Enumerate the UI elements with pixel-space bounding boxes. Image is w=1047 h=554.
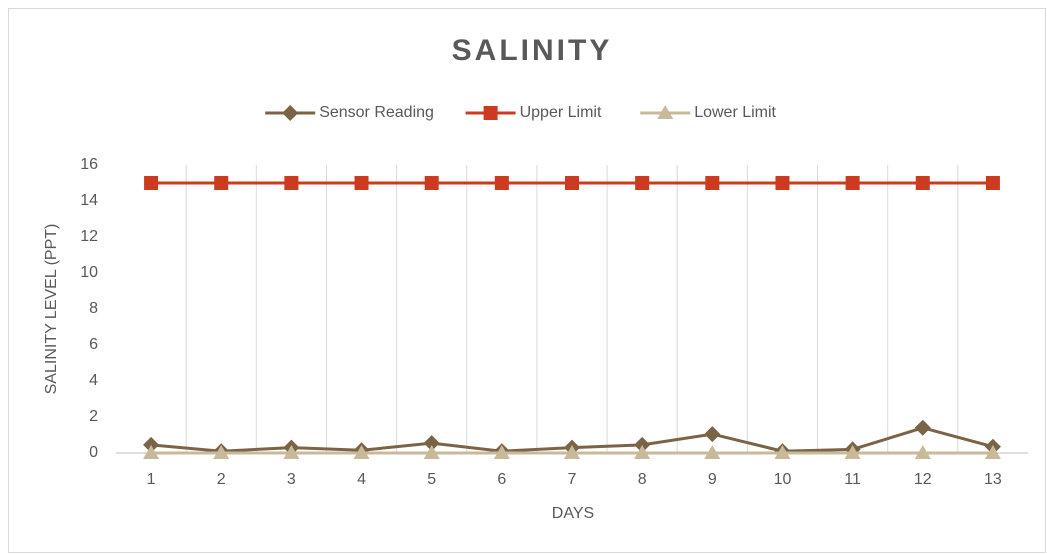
marker [283,445,300,459]
x-tick-label: 2 [217,471,226,488]
x-axis-title: DAYS [552,505,594,522]
chart-title: SALINITY [452,34,613,67]
legend-label: Lower Limit [694,104,776,121]
marker [483,106,498,120]
marker [774,445,791,459]
marker [914,445,931,459]
marker [565,176,579,190]
marker [214,176,229,190]
marker [564,445,580,459]
y-tick-label: 8 [89,300,98,317]
marker [915,176,930,190]
marker [704,426,721,443]
x-tick-label: 5 [427,471,436,488]
y-tick-label: 6 [89,336,98,353]
marker [984,445,1001,459]
marker [657,105,674,119]
marker [634,436,651,453]
x-tick-label: 11 [844,471,861,488]
x-tick-label: 6 [497,471,506,488]
marker [282,105,299,121]
marker [634,445,651,459]
marker [493,445,510,459]
legend-label: Upper Limit [520,104,602,121]
y-tick-label: 10 [80,264,98,281]
marker [143,436,160,453]
marker [354,176,369,190]
marker [635,176,650,190]
marker [775,176,790,190]
x-tick-label: 9 [708,471,717,488]
y-tick-label: 12 [80,228,98,245]
marker [705,176,720,190]
marker [353,445,370,459]
marker [284,176,299,190]
legend-label: Sensor Reading [319,104,434,121]
x-tick-label: 1 [147,471,156,488]
y-tick-label: 4 [89,372,98,389]
chart-border [8,8,1046,553]
marker [985,176,1000,190]
marker [423,435,440,452]
marker [213,445,230,459]
x-tick-label: 3 [287,471,296,488]
marker [704,445,721,459]
x-tick-label: 12 [914,471,932,488]
marker [144,176,159,190]
x-tick-label: 13 [984,471,1002,488]
x-tick-label: 10 [774,471,792,488]
x-tick-label: 4 [357,471,366,488]
marker [844,445,861,459]
y-tick-label: 2 [89,408,98,425]
y-axis-title: SALINITY LEVEL (PPT) [43,224,60,395]
marker [914,419,931,436]
y-tick-label: 16 [80,156,98,173]
marker [143,445,160,459]
x-tick-label: 8 [638,471,647,488]
marker [494,176,509,190]
y-tick-label: 0 [89,444,98,461]
marker [424,176,439,190]
y-tick-label: 14 [80,192,98,209]
marker [845,176,860,190]
marker [423,445,440,459]
x-tick-label: 7 [568,471,577,488]
